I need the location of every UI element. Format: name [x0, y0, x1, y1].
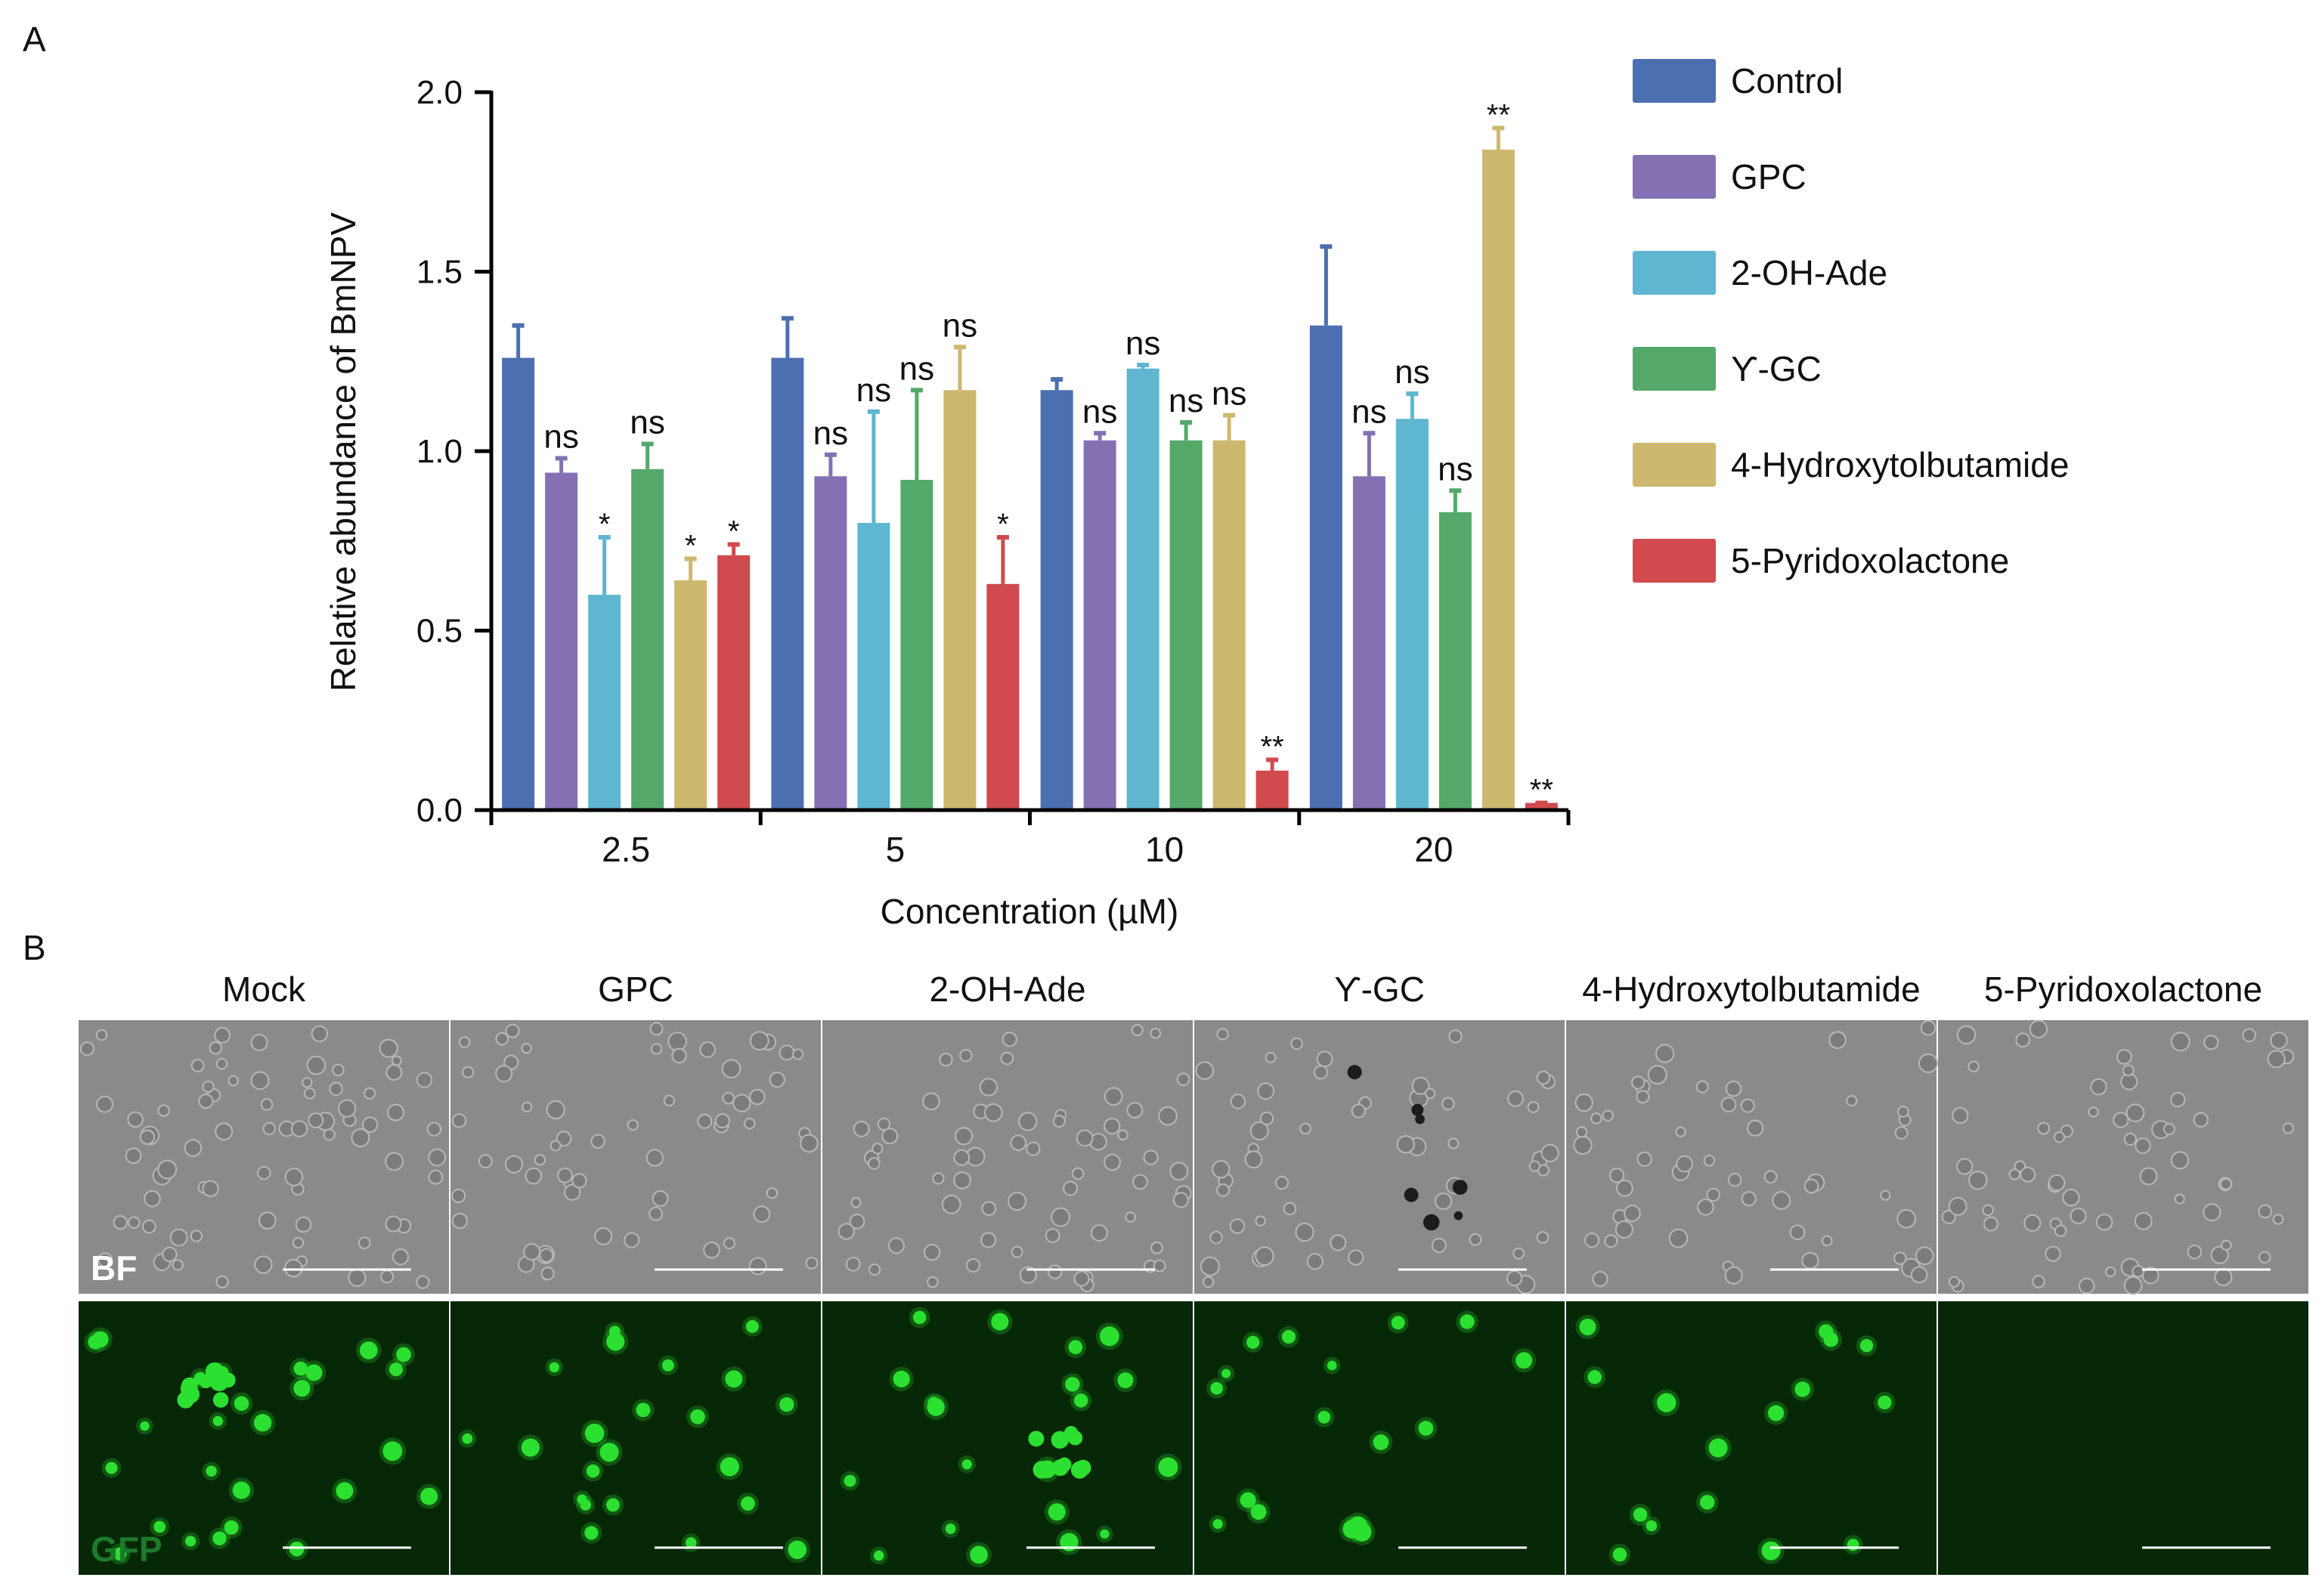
micrograph-column-label: Mock [222, 970, 306, 1009]
bar [986, 583, 1020, 810]
x-tick-label: 10 [1145, 830, 1184, 869]
x-axis-title: Concentration (µM) [881, 892, 1179, 931]
significance-label: ns [630, 404, 664, 441]
bar [1126, 368, 1159, 810]
bar [674, 580, 707, 810]
x-tick-label: 20 [1414, 830, 1453, 869]
gfp-image [1938, 1301, 2308, 1575]
significance-label: ns [1351, 393, 1386, 430]
brightfield-image [79, 1020, 449, 1294]
micrograph-column-label: 4-Hydroxytolbutamide [1582, 970, 1920, 1009]
gfp-image [1194, 1301, 1565, 1575]
legend-label: GPC [1731, 157, 1807, 196]
y-tick-label: 1.5 [416, 254, 463, 291]
micrograph-column-label: 2-OH-Ade [929, 970, 1085, 1009]
legend-swatch [1633, 443, 1716, 487]
significance-label: ns [1082, 393, 1117, 430]
y-axis-title: Relative abundance of BmNPV [324, 212, 363, 691]
significance-label: ns [813, 415, 848, 452]
bar [545, 472, 578, 810]
legend-label: 4-Hydroxytolbutamide [1731, 445, 2069, 484]
micrograph-column-label: 5-Pyridoxolactone [1984, 970, 2262, 1009]
y-tick-label: 2.0 [416, 74, 463, 111]
legend-swatch [1633, 59, 1716, 103]
significance-label: ns [1395, 354, 1429, 391]
significance-label: ns [1438, 450, 1472, 487]
panel-b-label: B [23, 928, 46, 967]
brightfield-image [1566, 1019, 1939, 1294]
bar [1352, 476, 1385, 810]
significance-label: ns [1169, 382, 1203, 419]
significance-label: ns [943, 307, 977, 344]
brightfield-image [1194, 1020, 1565, 1294]
bars-layer [502, 150, 1558, 810]
significance-label: * [599, 508, 611, 541]
significance-label: ** [1487, 99, 1510, 132]
significance-label: ns [899, 350, 934, 387]
brightfield-image [822, 1020, 1193, 1294]
legend-label: ϒ-GC [1731, 349, 1822, 388]
micrograph-column-label: GPC [598, 970, 673, 1009]
x-tick-label: 2.5 [602, 830, 650, 869]
gfp-image [79, 1301, 449, 1575]
significance-label: ns [856, 372, 891, 409]
significance-label: * [685, 530, 697, 563]
x-axis: 2.5 5 10 20 [489, 808, 1571, 869]
bar [1395, 419, 1429, 810]
bar [1481, 150, 1515, 810]
error-bars-layer [512, 125, 1548, 806]
y-tick-label: 1.0 [416, 433, 463, 470]
bar [943, 390, 977, 810]
brightfield-image [450, 1020, 821, 1294]
bar [717, 555, 751, 810]
bar [1212, 440, 1246, 810]
brightfield-image [1938, 1019, 2308, 1295]
micrograph-column-label: ϒ-GC [1334, 970, 1425, 1009]
significance-label: ** [1530, 774, 1553, 807]
y-axis: 0.0 0.5 1.0 1.5 2.0 [416, 74, 494, 829]
bar [900, 480, 933, 810]
bar [631, 469, 664, 810]
legend-label: 5-Pyridoxolactone [1731, 541, 2009, 580]
y-tick-label: 0.5 [416, 613, 463, 650]
bar [814, 476, 847, 810]
legend-swatch [1633, 251, 1716, 295]
micrograph-grid: Mock BF GFP GPC 2-OH-Ade ϒ-GC 4-Hydroxytolbuta… [79, 970, 2308, 1575]
gfp-image [450, 1301, 821, 1575]
significance-label: ns [543, 419, 578, 456]
significance-label: ns [1125, 325, 1160, 362]
panel-a-label: A [23, 20, 46, 59]
bar [857, 523, 890, 810]
gfp-image [1566, 1301, 1937, 1575]
legend-swatch [1633, 155, 1716, 199]
y-tick-label: 0.0 [416, 792, 463, 829]
significance-label: ** [1261, 731, 1284, 764]
legend-label: 2-OH-Ade [1731, 253, 1887, 292]
significance-label: ns [1212, 376, 1246, 413]
significance-label: * [728, 515, 740, 549]
bar [1255, 770, 1289, 810]
bar [1169, 440, 1203, 810]
bar [1040, 390, 1073, 810]
row-label-bf: BF [91, 1248, 137, 1288]
legend-swatch [1633, 539, 1716, 583]
row-label-gfp: GFP [91, 1530, 163, 1569]
bar [1525, 803, 1558, 810]
bar [1309, 325, 1342, 810]
legend: Control GPC 2-OH-Ade ϒ-GC 4-Hydroxytolbutami… [1633, 59, 2069, 583]
bar [771, 357, 804, 810]
x-tick-label: 5 [886, 830, 906, 869]
gfp-image [822, 1301, 1193, 1575]
significance-label: * [997, 508, 1009, 541]
bar [1438, 512, 1472, 810]
legend-swatch [1633, 347, 1716, 391]
bar [588, 595, 621, 810]
bar [502, 357, 535, 810]
bar [1083, 440, 1116, 810]
legend-label: Control [1731, 61, 1843, 101]
